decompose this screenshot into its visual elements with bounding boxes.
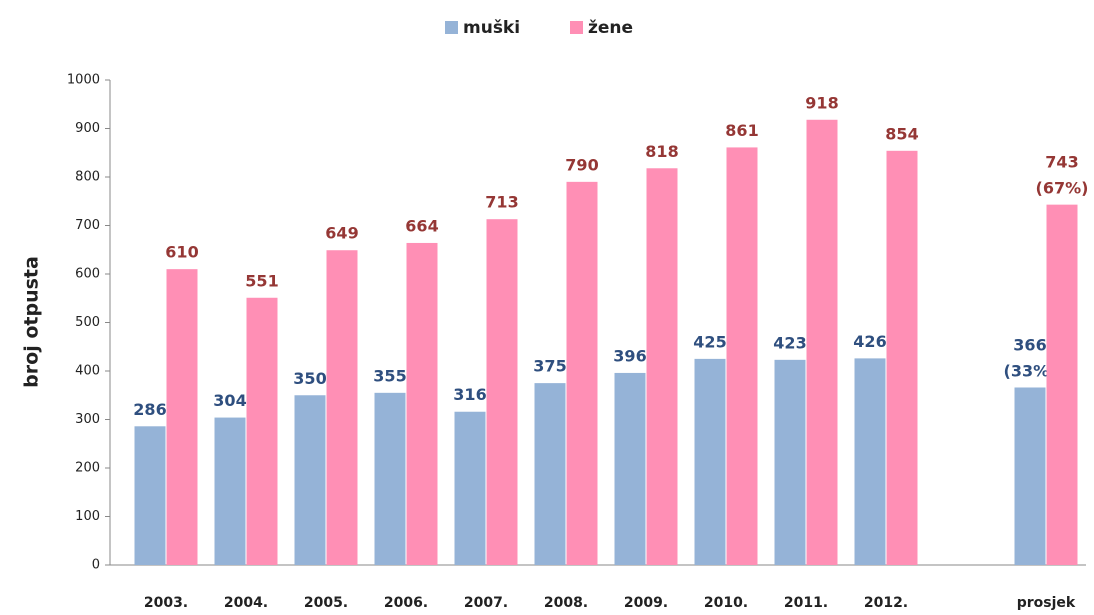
data-label: 304 <box>213 391 246 410</box>
data-label: 649 <box>325 224 358 243</box>
x-tick-label: 2004. <box>224 595 268 611</box>
y-tick-label: 800 <box>75 170 100 185</box>
data-label: 316 <box>453 385 486 404</box>
x-tick-label: 2008. <box>544 595 588 611</box>
x-tick-label: 2009. <box>624 595 668 611</box>
y-tick-label: 100 <box>75 509 100 524</box>
y-tick-label: 200 <box>75 461 100 476</box>
bar <box>534 383 566 565</box>
bar <box>486 219 518 565</box>
data-label: 790 <box>565 155 598 174</box>
bar <box>726 147 758 566</box>
bar <box>1046 204 1078 565</box>
legend-swatch <box>570 21 583 34</box>
data-label: 713 <box>485 193 518 212</box>
data-label: 396 <box>613 346 646 365</box>
bar <box>694 358 726 565</box>
legend-label: žene <box>588 18 633 38</box>
bar <box>1014 387 1046 565</box>
y-tick-label: 300 <box>75 412 100 427</box>
bar <box>326 250 358 566</box>
y-tick-label: 700 <box>75 218 100 233</box>
y-tick-label: 400 <box>75 364 100 379</box>
bar <box>246 297 278 565</box>
x-tick-label: 2006. <box>384 595 428 611</box>
x-tick-label: prosjek <box>1017 595 1076 611</box>
data-label: 350 <box>293 369 326 388</box>
y-axis-label: broj otpusta <box>21 256 43 388</box>
data-label: 286 <box>133 400 166 419</box>
data-label: 426 <box>853 332 886 351</box>
y-tick-label: 500 <box>75 315 100 330</box>
bar <box>166 269 198 565</box>
data-label: 664 <box>405 216 438 235</box>
data-label: 366 (33%) <box>1004 335 1057 380</box>
data-label: 375 <box>533 357 566 376</box>
data-label: 355 <box>373 366 406 385</box>
data-label: 861 <box>725 121 758 140</box>
x-tick-label: 2003. <box>144 595 188 611</box>
bar <box>886 150 918 565</box>
x-tick-label: 2012. <box>864 595 908 611</box>
y-tick-label: 600 <box>75 267 100 282</box>
x-tick-label: 2005. <box>304 595 348 611</box>
bar <box>406 242 438 565</box>
data-label: 743 (67%) <box>1036 152 1089 197</box>
data-label: 551 <box>245 271 278 290</box>
bar <box>294 395 326 565</box>
data-label: 425 <box>693 332 726 351</box>
bar <box>214 417 246 565</box>
x-tick-label: 2010. <box>704 595 748 611</box>
bar <box>854 358 886 565</box>
bar <box>134 426 166 565</box>
bar <box>614 372 646 565</box>
bar <box>454 411 486 565</box>
x-tick-label: 2011. <box>784 595 828 611</box>
bar <box>566 181 598 565</box>
bar <box>646 168 678 565</box>
y-tick-label: 0 <box>92 558 100 573</box>
legend-label: muški <box>463 18 520 38</box>
data-label: 818 <box>645 142 678 161</box>
bar <box>774 359 806 565</box>
x-tick-label: 2007. <box>464 595 508 611</box>
data-label: 854 <box>885 124 918 143</box>
legend-swatch <box>445 21 458 34</box>
data-label: 610 <box>165 243 198 262</box>
data-label: 918 <box>805 93 838 112</box>
bar <box>374 392 406 565</box>
y-tick-label: 1000 <box>67 73 100 88</box>
y-tick-label: 900 <box>75 121 100 136</box>
data-label: 423 <box>773 333 806 352</box>
bar <box>806 119 838 566</box>
